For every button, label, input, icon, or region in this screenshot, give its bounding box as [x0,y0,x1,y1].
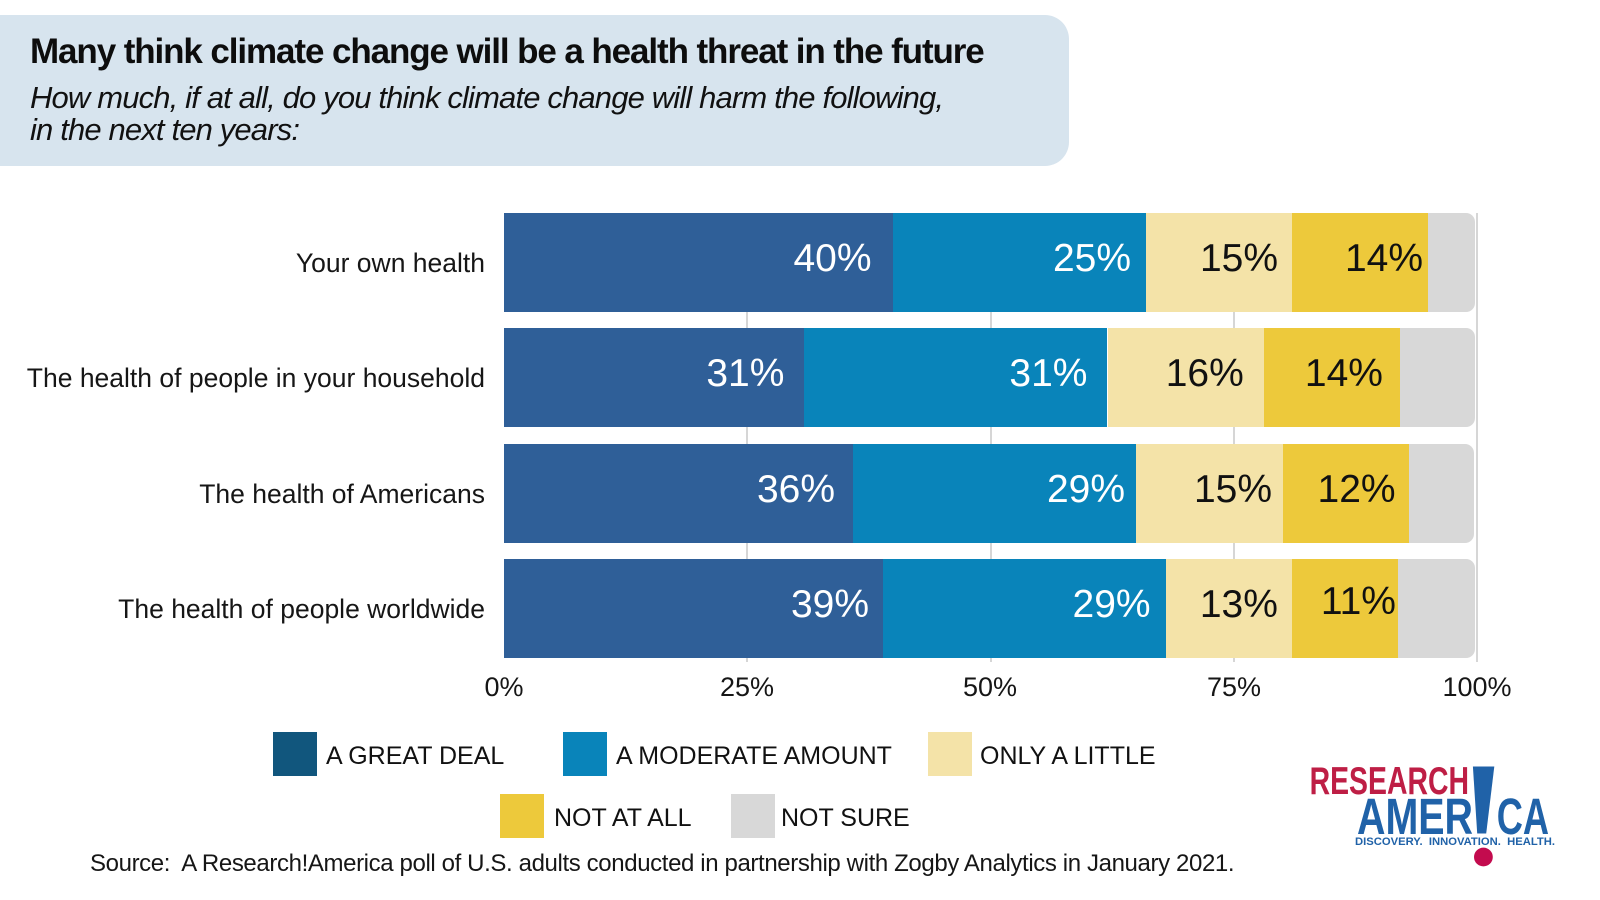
svg-text:CA: CA [1497,788,1549,845]
svg-text:RESEARCH: RESEARCH [1310,760,1469,803]
svg-text:DISCOVERY. INNOVATION. HEALT: DISCOVERY. INNOVATION. HEALTH. [1355,836,1555,848]
svg-text:AMER: AMER [1357,788,1473,845]
